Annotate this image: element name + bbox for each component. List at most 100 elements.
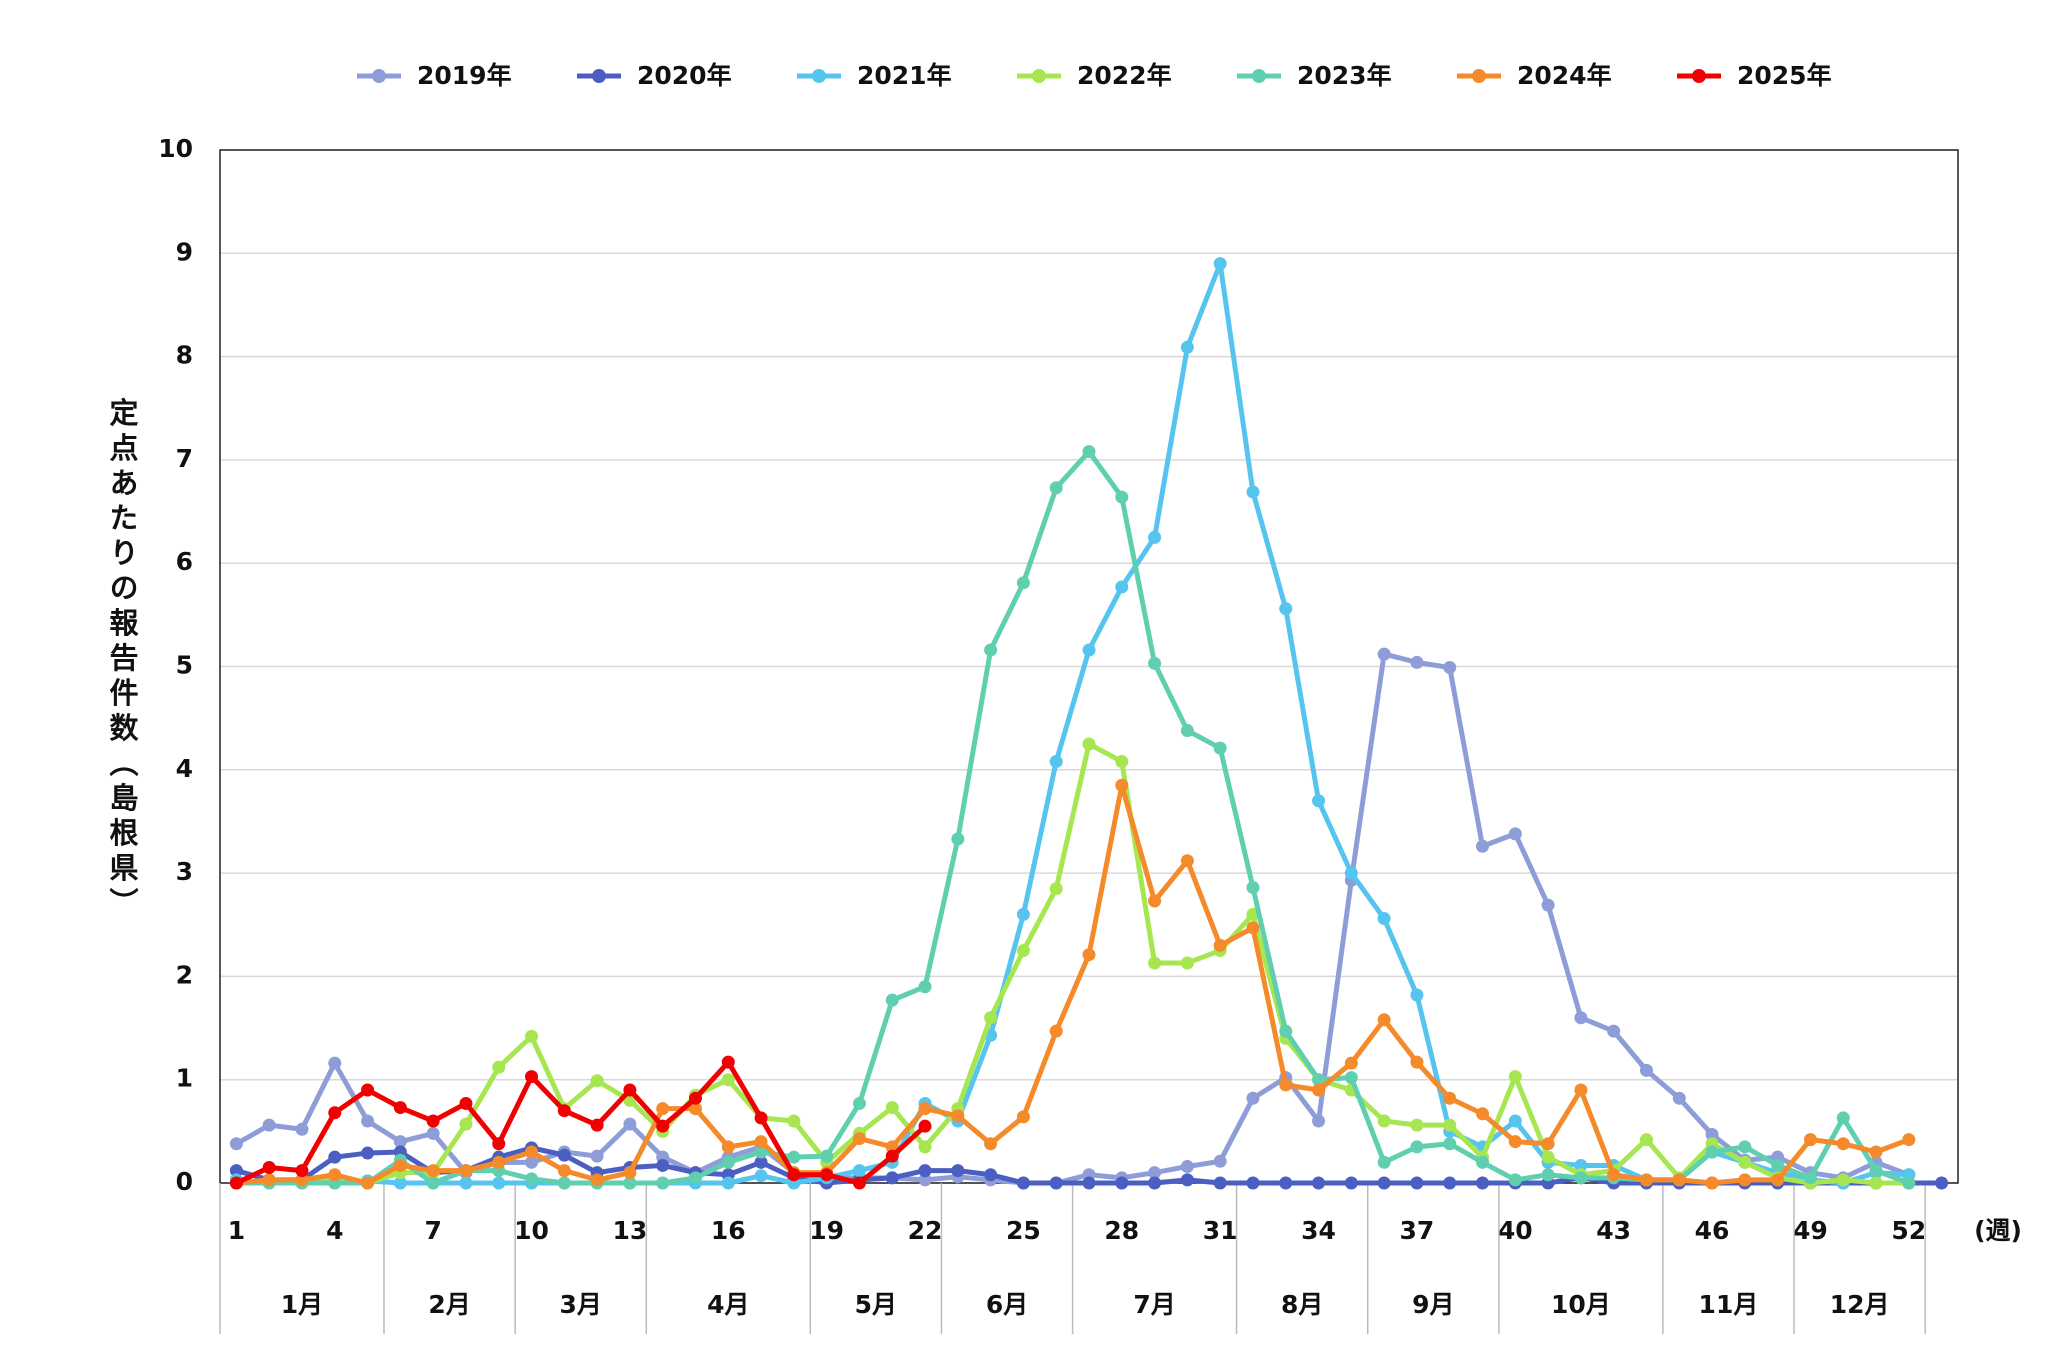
data-point	[426, 1126, 440, 1140]
data-point	[1508, 1135, 1522, 1149]
legend-label: 2019年	[417, 61, 512, 90]
data-point	[492, 1176, 506, 1190]
month-label: 6月	[986, 1290, 1028, 1319]
data-point	[721, 1055, 735, 1069]
x-tick-label: 25	[1006, 1216, 1041, 1245]
legend-marker	[372, 69, 386, 83]
data-point	[1049, 755, 1063, 769]
x-tick-label: 40	[1498, 1216, 1533, 1245]
data-point	[1279, 1176, 1293, 1190]
data-point	[1410, 655, 1424, 669]
data-point	[1836, 1137, 1850, 1151]
data-point	[1016, 1176, 1030, 1190]
data-point	[1738, 1155, 1752, 1169]
data-point	[426, 1176, 440, 1190]
data-point	[1541, 1150, 1555, 1164]
data-point	[525, 1029, 539, 1043]
data-point	[1410, 1055, 1424, 1069]
data-point	[393, 1158, 407, 1172]
data-point	[328, 1168, 342, 1182]
legend-marker	[1032, 69, 1046, 83]
data-point	[1180, 724, 1194, 738]
data-point	[1836, 1111, 1850, 1125]
data-point	[1541, 898, 1555, 912]
legend-label: 2021年	[857, 61, 952, 90]
data-point	[262, 1118, 276, 1132]
data-point	[1607, 1168, 1621, 1182]
month-label: 4月	[707, 1290, 749, 1319]
data-point	[557, 1164, 571, 1178]
x-tick-label: 16	[711, 1216, 746, 1245]
data-point	[852, 1132, 866, 1146]
data-point	[1639, 1063, 1653, 1077]
data-point	[1213, 1154, 1227, 1168]
data-point	[984, 1168, 998, 1182]
data-point	[1508, 1114, 1522, 1128]
data-point	[1312, 1114, 1326, 1128]
data-point	[1377, 1114, 1391, 1128]
series-line	[235, 1059, 927, 1186]
data-point	[1410, 1140, 1424, 1154]
data-point	[1148, 530, 1162, 544]
data-point	[1148, 656, 1162, 670]
data-point	[721, 1140, 735, 1154]
data-point	[1377, 1013, 1391, 1027]
data-point	[984, 1137, 998, 1151]
data-point	[459, 1096, 473, 1110]
data-point	[885, 1101, 899, 1115]
data-point	[328, 1106, 342, 1120]
x-tick-label: 34	[1301, 1216, 1336, 1245]
data-point	[1082, 948, 1096, 962]
data-point	[1443, 661, 1457, 675]
data-point	[1377, 1176, 1391, 1190]
data-point	[1705, 1145, 1719, 1159]
series-line	[235, 651, 1910, 1186]
data-point	[1344, 1176, 1358, 1190]
data-point	[1738, 1173, 1752, 1187]
data-point	[721, 1176, 735, 1190]
data-point	[1213, 938, 1227, 952]
data-point	[1279, 1078, 1293, 1092]
data-point	[1246, 881, 1260, 895]
legend-marker	[1252, 69, 1266, 83]
data-point	[918, 1119, 932, 1133]
data-point	[1508, 1070, 1522, 1084]
data-point	[623, 1176, 637, 1190]
month-label: 11月	[1699, 1290, 1759, 1319]
data-point	[1016, 907, 1030, 921]
data-point	[1344, 866, 1358, 880]
y-tick-label: 9	[176, 237, 193, 266]
data-point	[1213, 257, 1227, 271]
data-point	[1574, 1011, 1588, 1025]
data-point	[1869, 1164, 1883, 1178]
data-point	[852, 1164, 866, 1178]
data-point	[918, 1102, 932, 1116]
data-point	[688, 1171, 702, 1185]
data-point	[656, 1158, 670, 1172]
data-point	[754, 1145, 768, 1159]
data-point	[852, 1096, 866, 1110]
data-point	[426, 1114, 440, 1128]
data-point	[1508, 1173, 1522, 1187]
data-point	[328, 1150, 342, 1164]
data-point	[525, 1145, 539, 1159]
data-point	[1115, 1176, 1129, 1190]
y-tick-label: 0	[176, 1167, 193, 1196]
data-point	[951, 1164, 965, 1178]
data-point	[1672, 1091, 1686, 1105]
data-point	[1639, 1173, 1653, 1187]
y-tick-label: 1	[176, 1064, 193, 1093]
legend-marker	[592, 69, 606, 83]
data-point	[1377, 647, 1391, 661]
data-point	[459, 1117, 473, 1131]
legend-marker	[1472, 69, 1486, 83]
y-tick-label: 4	[176, 754, 193, 783]
data-point	[1016, 1110, 1030, 1124]
x-tick-label: 28	[1104, 1216, 1139, 1245]
data-point	[1279, 1024, 1293, 1038]
data-point	[1803, 1171, 1817, 1185]
data-point	[1246, 485, 1260, 499]
month-label: 5月	[855, 1290, 897, 1319]
data-point	[951, 1109, 965, 1123]
data-point	[1476, 839, 1490, 853]
